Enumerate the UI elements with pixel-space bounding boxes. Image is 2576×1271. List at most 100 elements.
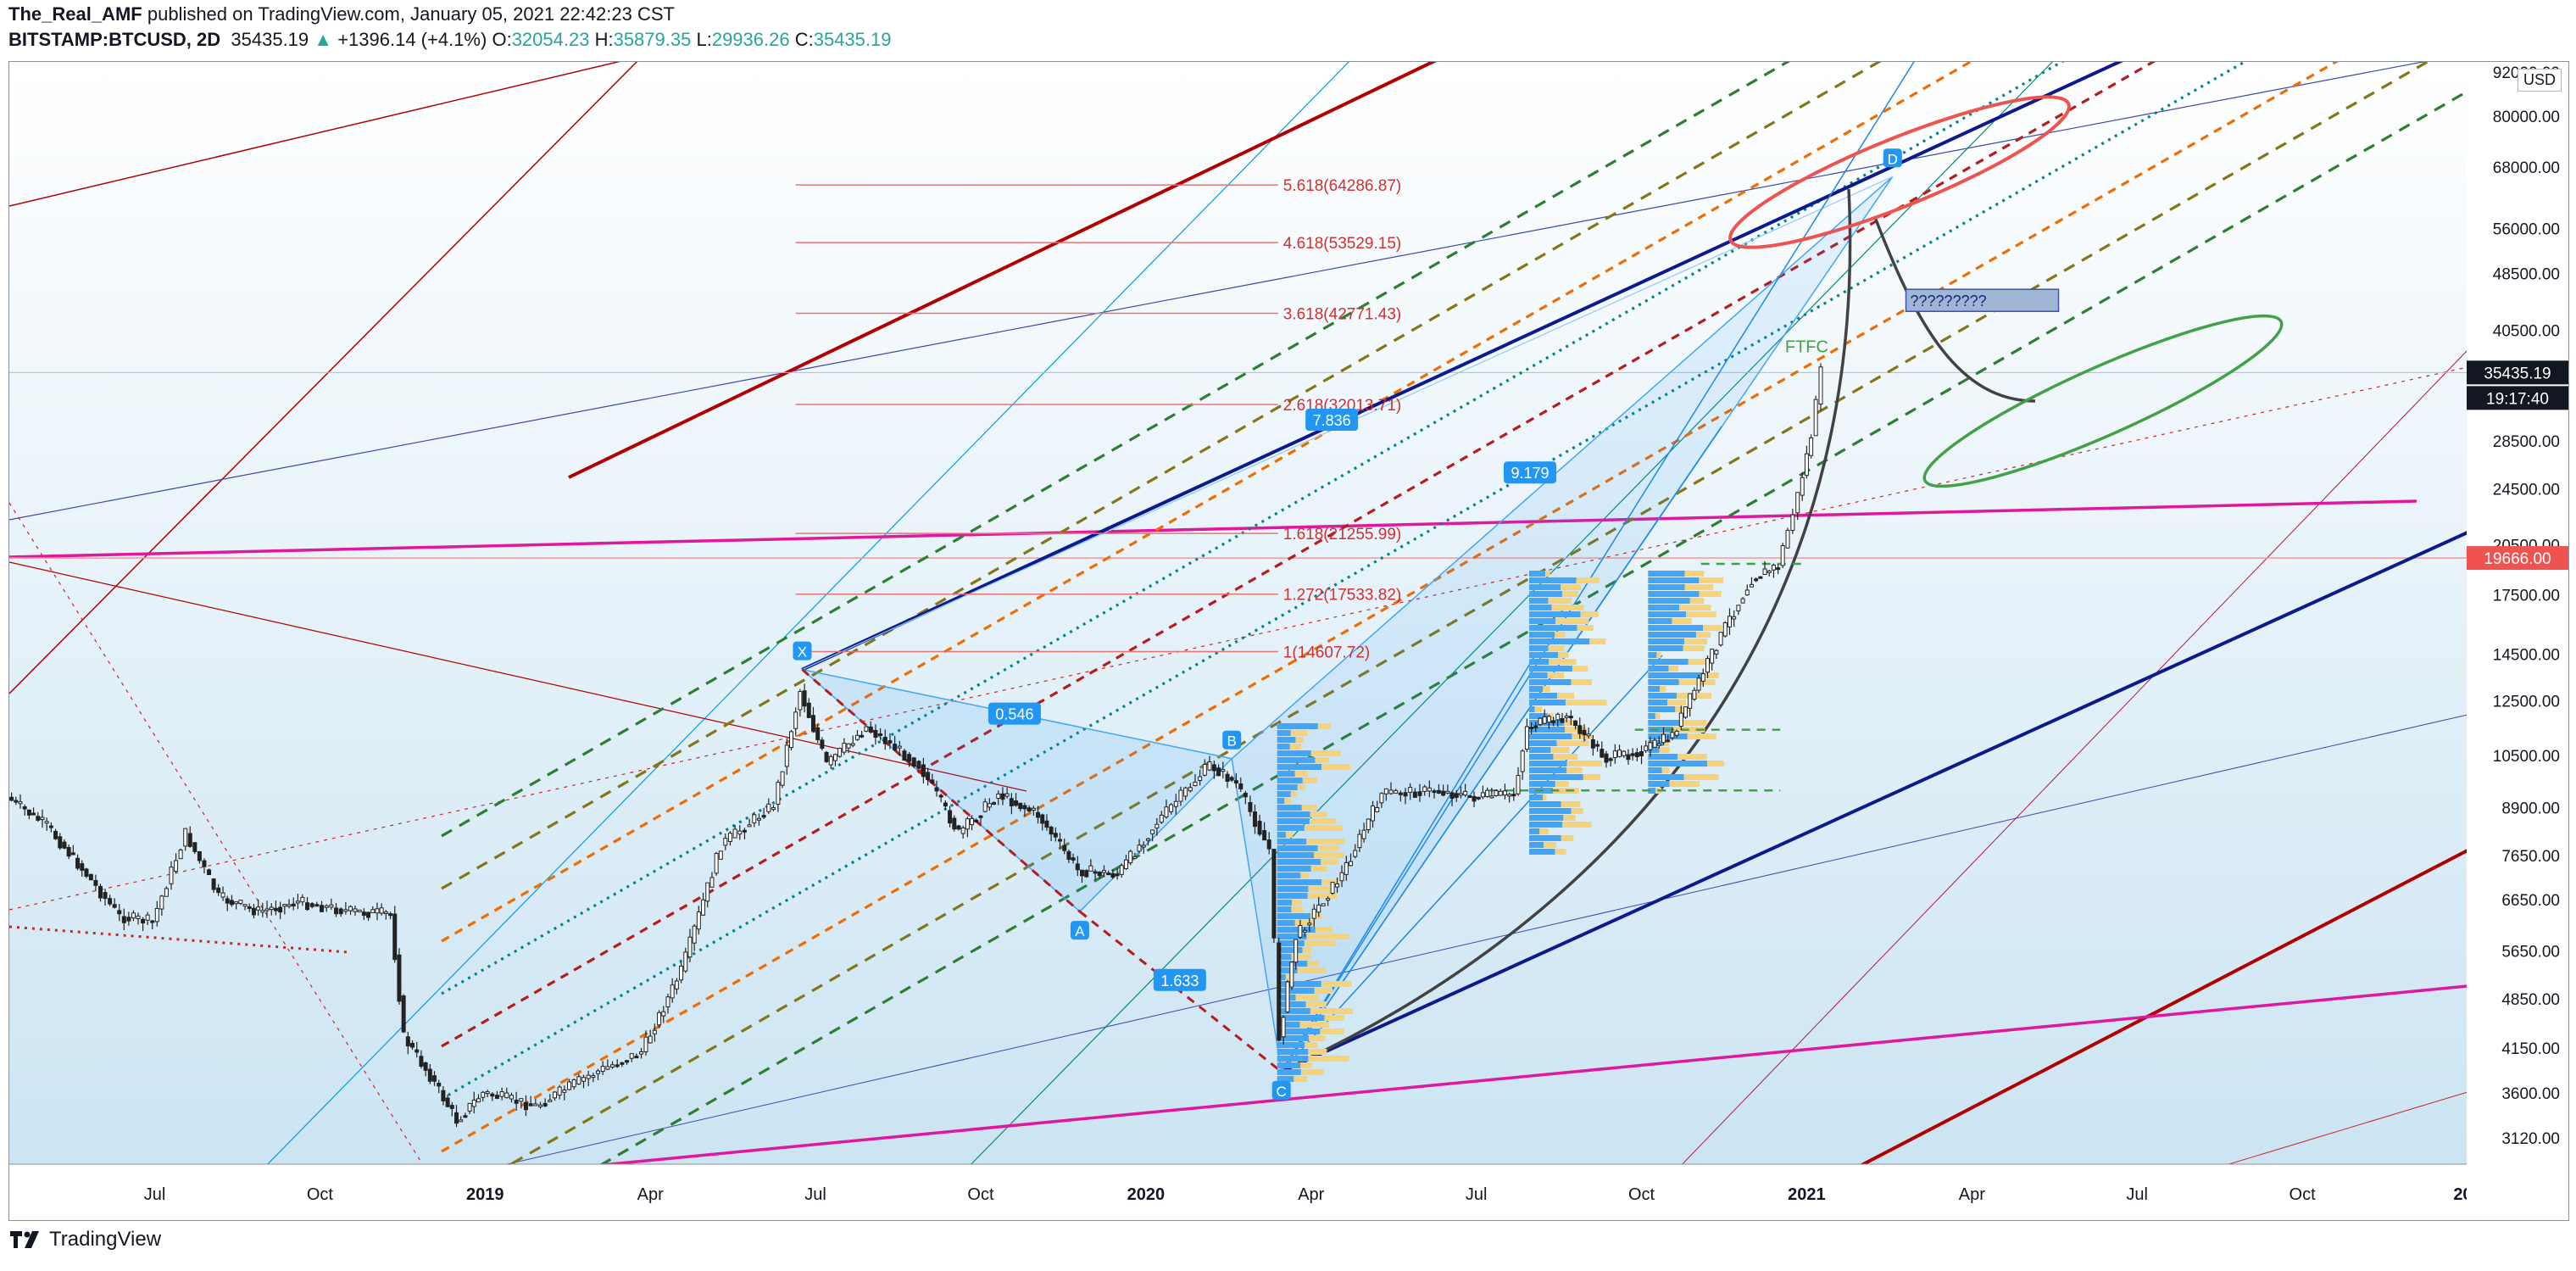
candle-body: [343, 909, 348, 912]
candle-body: [216, 887, 221, 894]
publisher-name[interactable]: The_Real_AMF: [8, 3, 142, 25]
volume-bar-buy: [1648, 713, 1655, 719]
candle-body: [1427, 787, 1432, 792]
volume-bar-buy: [1529, 774, 1583, 780]
candle-body: [437, 1082, 442, 1087]
candle-body: [405, 1036, 410, 1047]
candle-body: [388, 913, 393, 917]
candle-body: [1036, 811, 1041, 818]
candle-body: [1524, 726, 1529, 750]
close-value: 35435.19: [813, 29, 892, 50]
volume-bar-buy: [1648, 774, 1684, 780]
price-change: +1396.14 (+4.1%): [337, 29, 487, 50]
volume-bar-buy: [1529, 767, 1567, 773]
volume-bar-sell: [1566, 700, 1607, 705]
candle-body: [485, 1091, 490, 1095]
volume-bar-buy: [1277, 893, 1308, 899]
candle-body: [44, 821, 49, 824]
volume-bar-sell: [1564, 720, 1576, 726]
navy-channel-upper: [801, 62, 2123, 672]
candle-body: [234, 901, 239, 905]
price-tick-label: 3600.00: [2501, 1085, 2560, 1103]
candle-body: [1101, 870, 1106, 873]
candle-body: [837, 748, 843, 757]
candle-body: [1422, 786, 1427, 792]
candle-body: [174, 860, 179, 872]
volume-bar-sell: [1668, 666, 1678, 672]
candle-body: [75, 857, 81, 869]
candle-body: [1388, 789, 1394, 794]
candle-body: [1634, 752, 1639, 757]
open-value: 32054.23: [511, 29, 590, 50]
volume-bar-buy: [1529, 659, 1549, 665]
candle-body: [1311, 908, 1316, 919]
volume-bar-sell: [1310, 1008, 1354, 1014]
volume-bar-sell: [1300, 1069, 1324, 1075]
candle-body: [1511, 794, 1516, 797]
candle-body: [1529, 726, 1534, 729]
candle-body: [53, 830, 58, 839]
price-axis-canvas[interactable]: 92000.0080000.0068000.0056000.0048500.00…: [2467, 62, 2568, 1220]
candle-body: [1357, 833, 1362, 849]
price-tick-label: 4850.00: [2501, 991, 2560, 1009]
price-axis[interactable]: 92000.0080000.0068000.0056000.0048500.00…: [2467, 61, 2569, 1221]
candle-body: [846, 743, 851, 749]
candle-body: [112, 904, 117, 908]
volume-bar-buy: [1648, 788, 1656, 794]
volume-bar-buy: [1648, 625, 1704, 631]
candle-body: [911, 757, 916, 767]
candle-body: [1027, 807, 1032, 811]
xabcd-pattern[interactable]: X A B C D 0.546 1.633 7.836 9.179: [793, 148, 1902, 1100]
volume-bar-sell: [1557, 693, 1575, 699]
candle-body: [150, 920, 155, 923]
volume-bar-buy: [1648, 686, 1661, 692]
price-candles: [9, 363, 1823, 1128]
volume-bar-sell: [1687, 733, 1716, 739]
volume-bar-sell: [1548, 598, 1572, 604]
volume-bar-buy: [1277, 832, 1286, 838]
volume-bar-buy: [1648, 706, 1676, 712]
volume-bar-sell: [1299, 1022, 1330, 1028]
volume-bar-buy: [1529, 686, 1544, 692]
volume-bar-sell: [1563, 815, 1576, 821]
chart-canvas[interactable]: FTFC????????? 1(14607.72) 1.272(17533.82)…: [9, 62, 2468, 1220]
trendline-drawings[interactable]: FTFC?????????: [9, 62, 2468, 1220]
candle-body: [1062, 845, 1067, 851]
candle-body: [392, 913, 398, 961]
candle-body: [591, 1075, 596, 1079]
candle-body: [1178, 789, 1183, 802]
candle-body: [1294, 939, 1299, 963]
annotation-text: ?????????: [1911, 293, 1987, 309]
candle-body: [22, 806, 27, 810]
currency-badge[interactable]: USD: [2517, 69, 2562, 92]
symbol-name[interactable]: BITSTAMP:BTCUSD, 2D: [8, 29, 221, 50]
candle-body: [264, 908, 270, 911]
candle-body: [1383, 788, 1388, 794]
volume-bar-sell: [1309, 1035, 1326, 1041]
chart-pane[interactable]: FTFC????????? 1(14607.72) 1.272(17533.82)…: [8, 61, 2468, 1221]
volume-bar-sell: [1684, 638, 1708, 644]
candle-body: [864, 726, 869, 732]
candle-body: [397, 954, 402, 1002]
annotation-label: FTFC: [1785, 337, 1828, 356]
volume-bar-buy: [1529, 815, 1564, 821]
volume-bar-sell: [1571, 679, 1592, 685]
time-axis-label: Oct: [967, 1185, 994, 1204]
pattern-point-label: A: [1075, 923, 1085, 939]
volume-bar-buy: [1277, 1022, 1300, 1028]
candle-body: [761, 815, 766, 818]
volume-bar-buy: [1529, 822, 1563, 828]
footer-brand: TradingView: [8, 1228, 161, 1251]
volume-bar-buy: [1648, 781, 1670, 787]
time-axis[interactable]: Jul Oct 2019 Apr Jul Oct 2020 Apr Jul Oct 2021 Apr J…: [9, 1163, 2468, 1220]
volume-bar-buy: [1529, 693, 1558, 699]
candle-body: [1809, 438, 1814, 456]
volume-bar-buy: [1529, 598, 1549, 604]
pattern-point-badge: [1222, 730, 1242, 750]
candle-body: [26, 809, 31, 816]
ratio-badge: [1153, 968, 1206, 991]
candle-body: [766, 803, 771, 812]
volume-bar-sell: [1689, 598, 1705, 604]
candle-body: [1617, 750, 1622, 757]
candle-body: [1361, 829, 1366, 839]
